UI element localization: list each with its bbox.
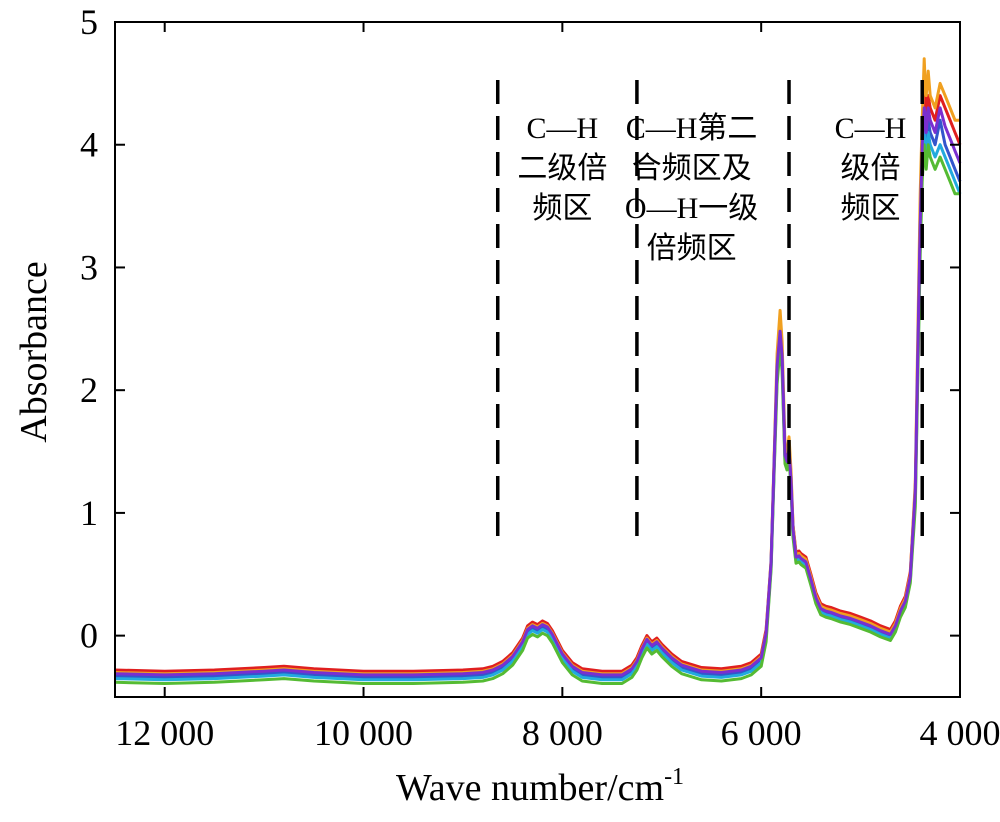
- region-label-2-line-3: O—H一级: [625, 192, 758, 225]
- y-tick-label-4: 3: [80, 247, 98, 287]
- region-label-1: C—H 二级倍频区: [517, 112, 607, 225]
- region-label-3-line-3: 频区: [841, 192, 901, 225]
- region-label-3: C—H 级倍频区: [835, 112, 907, 225]
- x-tick-label-1: 12 000: [115, 713, 214, 753]
- y-axis-ticks: 0 1 2 3 4 5: [80, 2, 960, 656]
- region-label-2: C—H第二合频区及 O—H一级倍频区: [625, 112, 758, 265]
- region-label-1-line-3: 频区: [532, 192, 592, 225]
- x-axis-title: Wave number/cm-1: [396, 764, 684, 809]
- x-axis-title-text: Wave number/cm: [396, 767, 664, 809]
- region-label-1-line-2: 二级倍: [517, 152, 607, 185]
- spectrum-series-5: [114, 143, 960, 685]
- y-axis-title: Absorbance: [13, 261, 55, 442]
- x-tick-label-4: 6 000: [721, 713, 802, 753]
- region-label-2-line-2: 合频区及: [632, 152, 752, 185]
- region-label-1-line-1: C—H: [527, 112, 599, 145]
- x-tick-label-3: 8 000: [522, 713, 603, 753]
- spectrum-lines: [114, 57, 962, 685]
- region-dividers: [495, 80, 924, 540]
- region-labels: C—H 二级倍频区 C—H第二合频区及 O—H一级倍频区 C—H 级倍频区: [517, 112, 906, 265]
- y-tick-label-3: 2: [80, 370, 98, 410]
- region-label-3-line-1: C—H: [835, 112, 907, 145]
- region-label-3-line-2: 级倍: [841, 152, 901, 185]
- y-tick-label-6: 5: [80, 2, 98, 42]
- x-axis-title-superscript: -1: [664, 764, 684, 790]
- y-tick-label-5: 4: [80, 125, 98, 165]
- plot-frame: [114, 21, 961, 698]
- region-label-2-line-1: C—H第二: [626, 112, 758, 145]
- y-tick-label-1: 0: [80, 616, 98, 656]
- x-axis-ticks: 12 000 10 000 8 000 6 000 4 000: [115, 22, 1000, 753]
- region-label-2-line-4: 倍频区: [647, 232, 737, 265]
- x-tick-label-5: 4 000: [920, 713, 1000, 753]
- y-tick-label-2: 1: [80, 493, 98, 533]
- spectrum-series-6: [114, 106, 962, 677]
- x-tick-label-2: 10 000: [314, 713, 413, 753]
